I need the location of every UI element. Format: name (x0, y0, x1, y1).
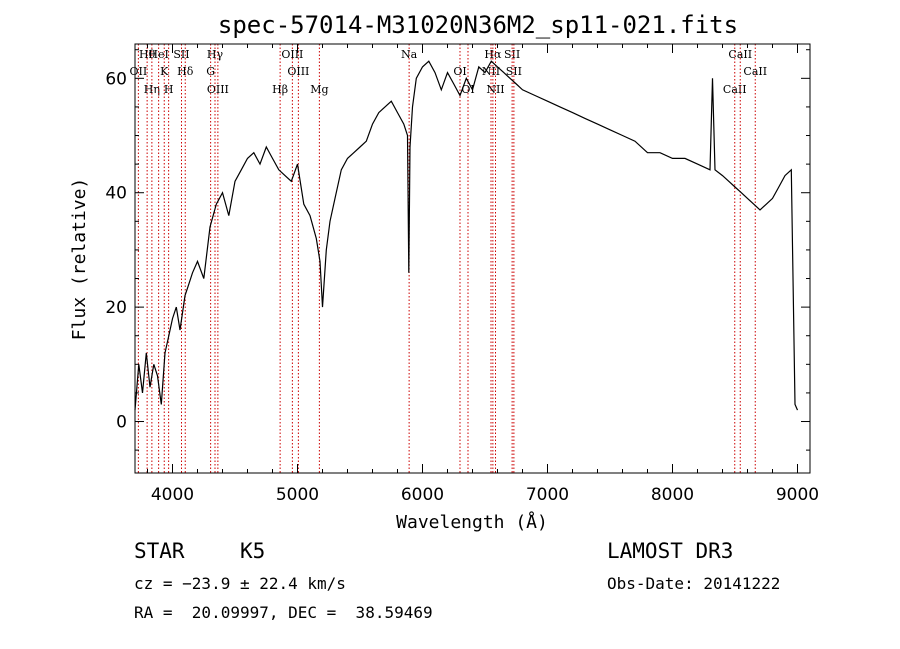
spectral-line-label: CaII (723, 83, 747, 96)
y-tick-label: 60 (105, 69, 127, 89)
spectral-line-label: OI (453, 65, 466, 78)
spectral-line-label: OII (130, 65, 148, 78)
spectral-line-label: Hβ (272, 83, 288, 96)
spectral-line-label: SII (504, 48, 520, 61)
y-axis-label: Flux (relative) (69, 178, 90, 341)
x-tick-label: 6000 (401, 485, 444, 505)
spectral-line-label: Hη (144, 83, 160, 96)
survey-name: LAMOST DR3 (607, 539, 734, 563)
spectral-line-label: HeI (148, 48, 168, 61)
y-tick-label: 0 (116, 413, 127, 433)
redshift-cz: cz = −23.9 ± 22.4 km/s (134, 574, 346, 593)
spectral-line-label: NII (482, 65, 500, 78)
plot-frame (134, 43, 811, 474)
object-subclass: K5 (240, 539, 266, 563)
y-tick-label: 40 (105, 184, 127, 204)
spectral-line-label: Hδ (177, 65, 194, 78)
spectral-line-label: G (206, 65, 215, 78)
spectral-line-label: Na (401, 48, 418, 61)
spectral-line-label: Hγ (207, 48, 224, 61)
spectral-line-label: OIII (207, 83, 229, 96)
x-tick-label: 7000 (526, 485, 569, 505)
spectral-line-label: CaII (728, 48, 752, 61)
x-tick-label: 9000 (776, 485, 819, 505)
spectral-line-label: OIII (281, 48, 303, 61)
obs-date: Obs-Date: 20141222 (607, 574, 781, 593)
object-class: STAR (134, 539, 185, 563)
x-tick-label: 5000 (276, 485, 319, 505)
coordinates: RA = 20.09997, DEC = 38.59469 (134, 603, 433, 622)
chart-title: spec-57014-M31020N36M2_sp11-021.fits (218, 11, 738, 39)
spectral-line-label: CaII (743, 65, 767, 78)
y-tick-label: 20 (105, 298, 127, 318)
spectral-line-label: SII (173, 48, 189, 61)
spectral-line-label: K (160, 65, 169, 78)
spectral-line-label: H (164, 83, 174, 96)
spectrum-series-line (134, 60, 799, 411)
spectral-line-label: OIII (287, 65, 309, 78)
x-tick-label: 4000 (151, 485, 194, 505)
spectral-line-label: Mg (310, 83, 328, 96)
x-tick-label: 8000 (651, 485, 694, 505)
spectral-line-label: OI (461, 83, 474, 96)
spectral-line-label: Hα (484, 48, 502, 61)
spectral-line-label: SII (506, 65, 522, 78)
x-axis-label: Wavelength (Å) (396, 511, 548, 533)
spectral-line-label: NII (486, 83, 504, 96)
